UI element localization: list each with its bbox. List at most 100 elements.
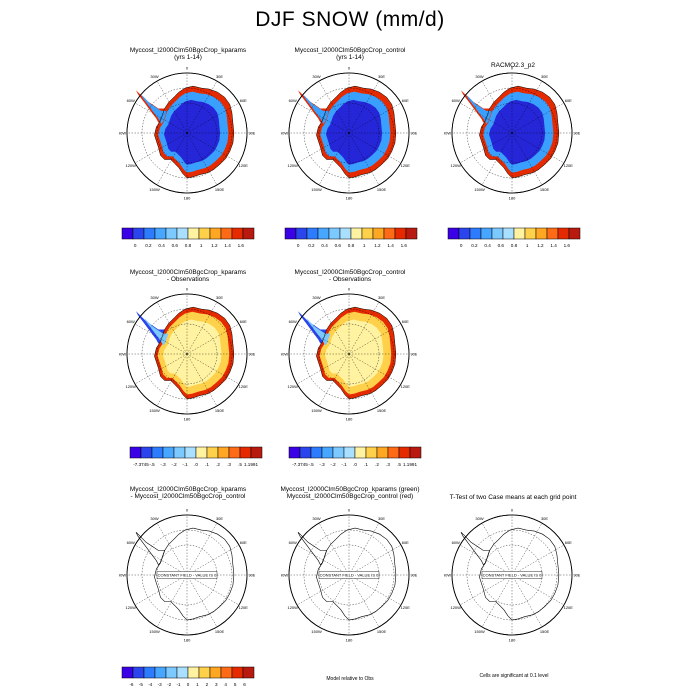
- longitude-label: 120E: [401, 605, 411, 610]
- longitude-label: 30W: [475, 516, 483, 521]
- map-outline: [126, 293, 248, 415]
- colorbar-swatch: [491, 227, 504, 240]
- meridian-line: [348, 132, 380, 186]
- meridian-line: [318, 132, 350, 186]
- constant-field-box: [481, 571, 543, 579]
- meridian-line: [348, 353, 402, 385]
- longitude-label: 30W: [150, 516, 158, 521]
- colorbar-tick-label: -2: [167, 682, 172, 687]
- colorbar-swatch: [165, 227, 178, 240]
- colorbar-swatch: [317, 227, 330, 240]
- colorbar-swatch: [228, 446, 241, 459]
- map-outline: [288, 293, 410, 415]
- longitude-label: 150E: [540, 187, 550, 192]
- colorbar-swatch: [209, 227, 222, 240]
- meridian-line: [186, 353, 240, 385]
- figure-title: DJF SNOW (mm/d): [255, 8, 445, 31]
- coastline: [479, 85, 560, 179]
- colorbar-swatch: [354, 446, 367, 459]
- longitude-label: 90W: [281, 573, 288, 578]
- longitude-label: 60E: [565, 98, 572, 103]
- colorbar-tick-label: -.5: [149, 462, 155, 467]
- constant-field-label: CONSTANT FIELD - VALUE IS 0: [483, 573, 542, 578]
- meridian-line: [348, 574, 402, 606]
- panel-5-title-line2: - Observations: [328, 276, 372, 283]
- colorbar-tick-label: -6: [129, 682, 134, 687]
- colorbar-swatch: [383, 227, 396, 240]
- colorbar-swatch: [524, 227, 537, 240]
- longitude-label: 90E: [248, 131, 255, 136]
- colorbar-swatch: [143, 666, 156, 679]
- longitude-label: 180: [509, 638, 516, 643]
- colorbar-tick-label: -4: [148, 682, 153, 687]
- meridian-line: [186, 574, 240, 606]
- longitude-label: 120E: [401, 163, 411, 168]
- colorbar-tick-label: 3: [215, 682, 218, 687]
- longitude-label: 180: [346, 638, 353, 643]
- longitude-label: 30W: [150, 295, 158, 300]
- longitude-label: 30W: [475, 74, 483, 79]
- colorbar-tick-label: -.1: [182, 462, 188, 467]
- meridian-line: [511, 132, 543, 186]
- meridian-line: [481, 574, 513, 628]
- colorbar-swatch: [372, 227, 385, 240]
- map-panel-2: 0 30E 60E 90E 120E 150E 180 150W 120W 90W 60W 30W: [281, 66, 417, 201]
- meridian-line: [186, 102, 240, 134]
- longitude-label: 60W: [127, 540, 135, 545]
- colorbar-tick-label: 0.2: [308, 243, 315, 248]
- longitude-label: 90E: [248, 573, 255, 578]
- longitude-label: 150W: [311, 187, 322, 192]
- colorbar-bottom: -6 -5 -4 -3 -2 -1 0 1 2 3 4 5 6: [121, 666, 255, 687]
- colorbar-panel-5: -7.3745 -.5 -.3 -.2 -.1 .0 .1 .2 .3 .5 1.1991: [288, 446, 422, 467]
- colorbar-tick-label: -5: [139, 682, 144, 687]
- longitude-label: 120W: [287, 163, 298, 168]
- map-panel-7: 0 30E 60E 90E 120E 150E 180 150W 120W 90W 60W 30W CO…: [281, 508, 417, 643]
- colorbar-swatch: [165, 666, 178, 679]
- constant-field-label: CONSTANT FIELD - VALUE IS 0: [320, 573, 379, 578]
- panel-6-title-line2: - Myccost_I2000Clm50BgcCrop_control: [130, 493, 246, 500]
- panel-7-title-line1: Myccost_I2000Clm50BgcCrop_kparams (green…: [280, 486, 420, 493]
- longitude-label: 90W: [281, 352, 288, 357]
- longitude-label: 30E: [541, 74, 548, 79]
- colorbar-swatch: [409, 446, 422, 459]
- colorbar-tick-label: -3: [158, 682, 163, 687]
- meridian-line: [156, 574, 188, 628]
- map-panel-1: 0 30E 60E 90E 120E 150E 180 150W 120W 90W 60W 30W: [119, 66, 255, 201]
- map-panel-5: 0 30E 60E 90E 120E 150E 180 150W 120W 90W 60W 30W: [281, 287, 417, 422]
- meridian-line: [186, 353, 218, 407]
- meridian-line: [459, 132, 513, 164]
- longitude-label: 180: [184, 417, 191, 422]
- meridian-line: [511, 574, 565, 606]
- longitude-label: 150W: [474, 187, 485, 192]
- colorbar-panel-1: 0 0.2 0.4 0.6 0.8 1 1.2 1.4 1.6: [121, 227, 255, 248]
- colorbar-swatch: [220, 227, 233, 240]
- colorbar-swatch: [535, 227, 548, 240]
- longitude-label: 90W: [119, 131, 126, 136]
- colorbar-swatch: [187, 666, 200, 679]
- colorbar-swatch: [121, 227, 134, 240]
- colorbar-tick-label: -7.3745: [133, 462, 149, 467]
- longitude-label: 90E: [410, 352, 417, 357]
- longitude-label: 60E: [240, 540, 247, 545]
- longitude-label: 120W: [125, 163, 136, 168]
- meridian-line: [296, 353, 350, 385]
- longitude-label: 150W: [311, 629, 322, 634]
- colorbar-tick-label: 1.4: [224, 243, 231, 248]
- colorbar-tick-label: 0.2: [471, 243, 478, 248]
- longitude-label: 30W: [312, 74, 320, 79]
- peninsula-fill: [306, 318, 331, 346]
- colorbar-tick-label: 0: [460, 243, 463, 248]
- meridian-line: [459, 544, 513, 576]
- colorbar-tick-label: 1.4: [387, 243, 394, 248]
- colorbar-tick-label: 1.2: [537, 243, 544, 248]
- colorbar-swatch: [458, 227, 471, 240]
- colorbar-swatch: [176, 666, 189, 679]
- map-outline: [451, 72, 573, 194]
- colorbar-tick-label: .2: [216, 462, 220, 467]
- colorbar-tick-label: 0.2: [145, 243, 152, 248]
- colorbar-tick-label: 0.6: [335, 243, 342, 248]
- colorbar-swatch: [321, 446, 334, 459]
- map-panel-3: 0 30E 60E 90E 120E 150E 180 150W 120W 90W 60W 30W: [444, 66, 580, 201]
- longitude-label: 90W: [444, 131, 451, 136]
- longitude-label: 180: [346, 417, 353, 422]
